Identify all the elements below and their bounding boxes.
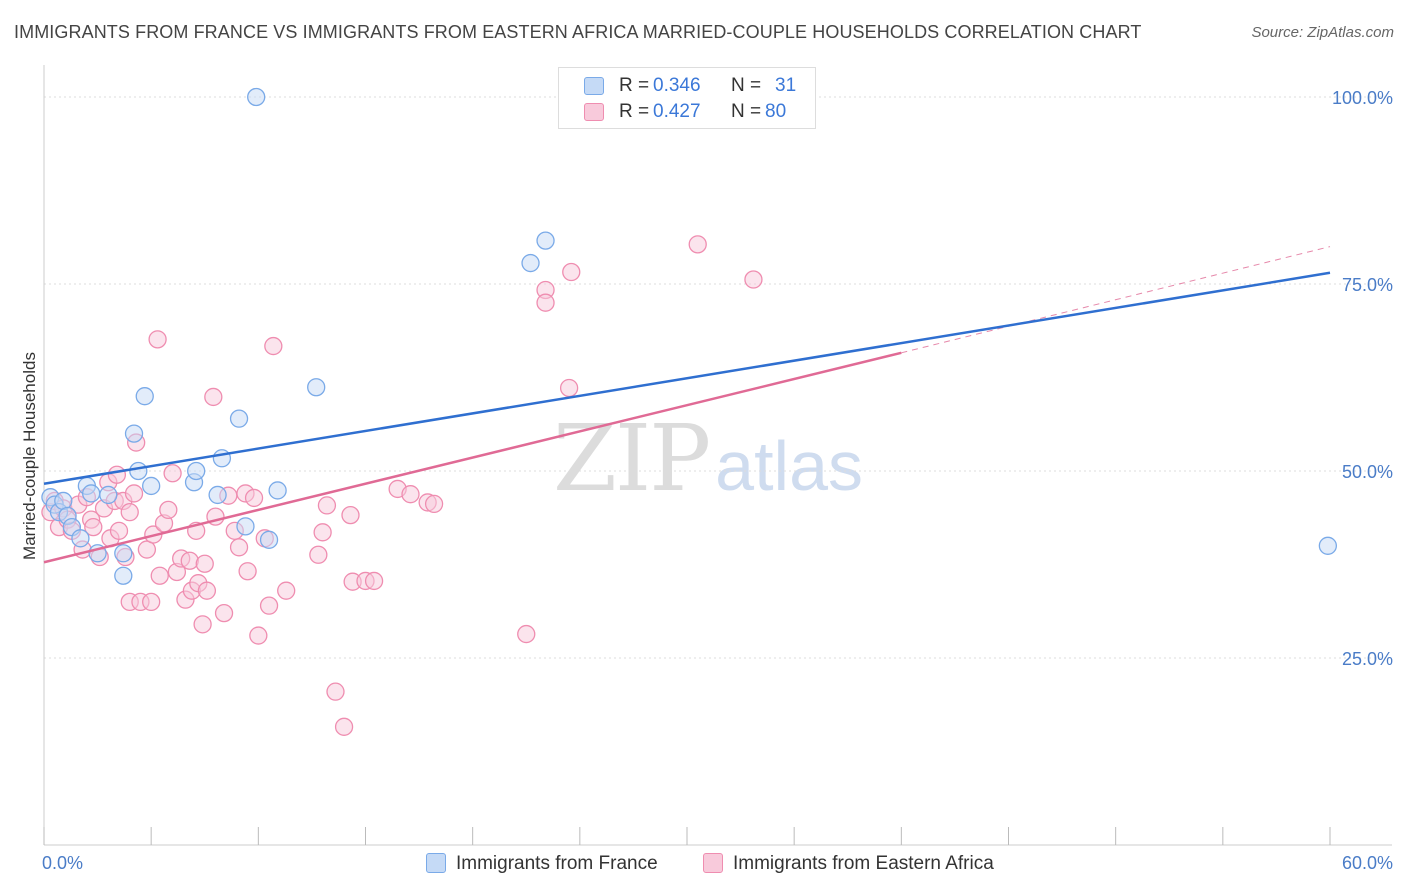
africa-legend-swatch [703,853,723,873]
data-point [341,505,360,525]
y-tick-label: 50.0% [1342,462,1393,482]
y-tick-label: 100.0% [1332,88,1393,108]
watermark-zip: ZIP [553,405,711,512]
france-legend-label: Immigrants from France [456,853,658,874]
data-point [229,409,249,428]
watermark: ZIPatlas [553,405,863,512]
data-point [259,596,279,615]
chart-title: IMMIGRANTS FROM FRANCE VS IMMIGRANTS FRO… [14,22,1142,42]
data-point [107,465,127,484]
france-n-value: 31 [775,75,797,96]
france-r-label: R = [619,75,650,96]
data-point [84,517,103,537]
data-point [536,293,555,312]
data-point [1318,536,1338,555]
data-point [187,461,206,481]
data-point [536,231,555,250]
ticks: 100.0% 75.0% 50.0% 25.0% 0.0% 60.0% [42,88,1393,873]
data-point [313,523,332,542]
africa-r-value: 0.427 [653,101,701,122]
data-point [124,484,144,503]
y-tick-label: 75.0% [1342,275,1393,295]
data-point [180,551,199,570]
africa-n-value: 80 [765,101,787,122]
data-point [307,378,326,397]
data-point [54,491,73,511]
data-point [197,581,217,600]
data-point [688,235,707,254]
france-n-label: N = [731,75,762,96]
data-point [364,571,384,591]
data-point [114,566,133,585]
data-point [114,544,133,563]
data-point [559,378,579,398]
x-tick-label: 60.0% [1342,853,1393,873]
data-point [401,485,420,504]
trend-lines [43,246,1331,564]
data-point [236,517,255,536]
africa-swatch [584,103,604,121]
france-points [41,87,1338,585]
data-point [150,566,169,585]
france-trend-line [43,271,1331,485]
data-point [244,488,264,508]
africa-legend-label: Immigrants from Eastern Africa [733,853,994,874]
source-note: Source: ZipAtlas.com [1251,24,1394,41]
data-point [82,484,101,503]
africa-points [41,235,763,736]
data-point [129,461,148,481]
data-point [148,330,167,349]
data-point [195,554,214,573]
france-swatch [584,77,604,95]
data-point [193,615,212,634]
data-point [163,464,182,483]
france-r-value: 0.346 [653,75,701,96]
data-point [259,530,279,549]
data-point [424,494,444,514]
data-point [142,476,161,496]
data-point [120,502,139,522]
data-point [317,496,337,515]
data-point [71,529,90,548]
data-point [135,387,154,406]
data-point [517,624,536,644]
data-point [99,485,118,505]
data-point [309,545,328,564]
data-point [326,682,345,701]
data-point [562,262,581,282]
data-point [159,500,178,520]
data-point [109,521,129,540]
data-point [238,562,257,581]
correlation-legend: R = 0.346 N = 31 R = 0.427 N = 80 [558,67,816,129]
data-point [249,626,268,645]
axes [43,65,1392,846]
data-point [124,424,144,443]
x-tick-label: 0.0% [42,853,83,873]
data-point [142,592,161,612]
watermark-atlas: atlas [715,427,864,505]
data-point [208,485,227,505]
data-point [334,717,354,736]
data-point [744,270,763,289]
data-point [204,387,223,407]
data-point [264,336,283,356]
france-legend-swatch [426,853,446,873]
africa-trend-line [43,351,902,564]
y-tick-label: 25.0% [1342,649,1393,669]
africa-trend-extension [901,246,1331,354]
data-point [277,581,296,600]
data-point [268,481,287,500]
africa-n-label: N = [731,101,762,122]
data-point [521,253,540,273]
data-point [214,603,234,623]
data-point [247,87,266,107]
africa-r-label: R = [619,101,650,122]
data-point [229,538,249,557]
